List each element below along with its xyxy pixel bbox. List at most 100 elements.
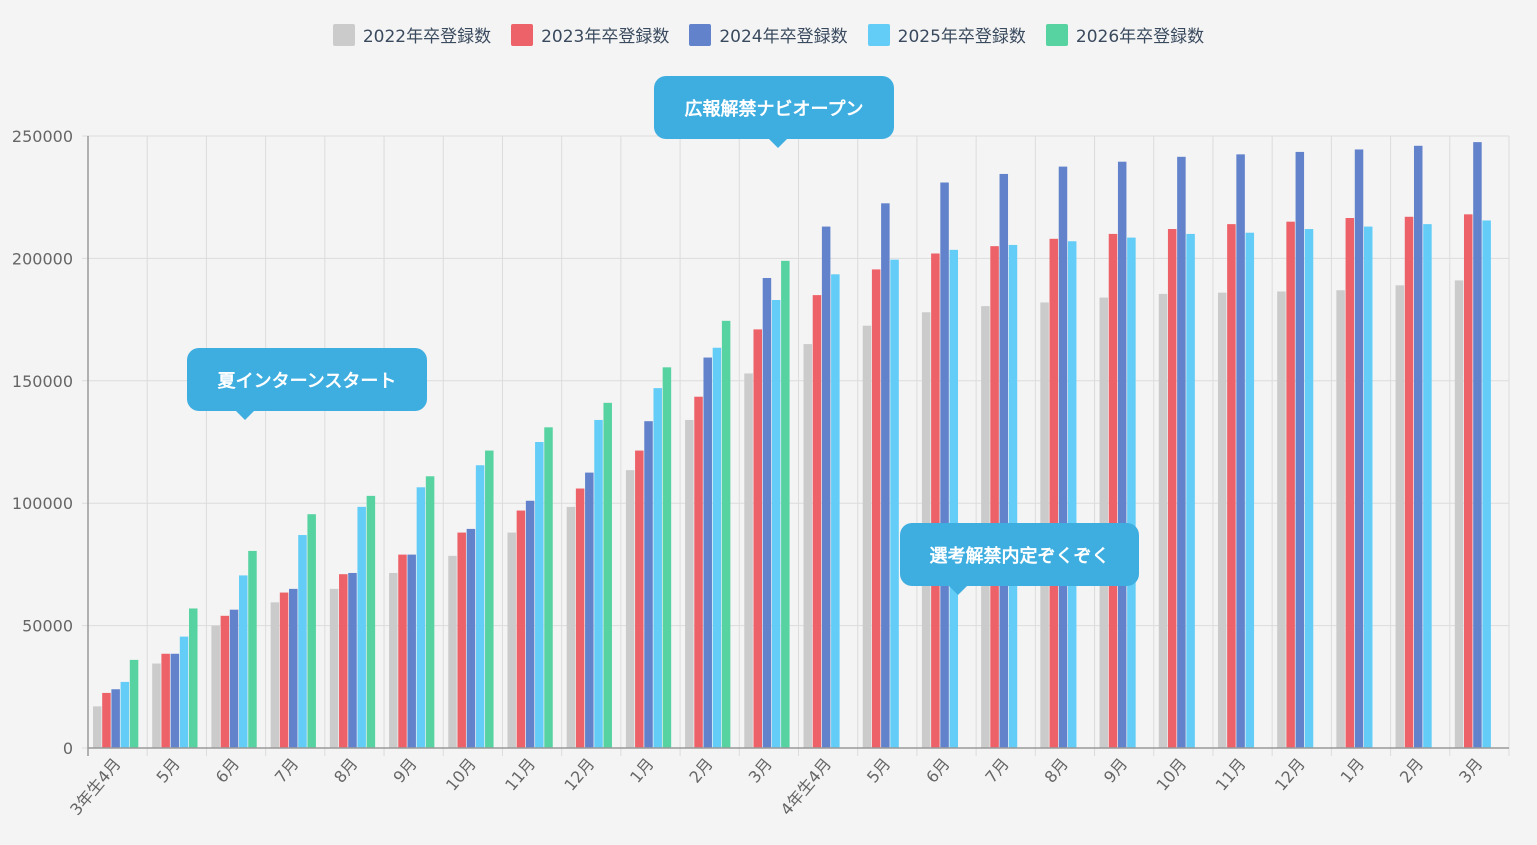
bar-2022-2[interactable] <box>211 625 220 748</box>
bar-2025-10[interactable] <box>712 347 722 748</box>
legend-item-2022[interactable]: 2022年卒登録数 <box>332 22 491 47</box>
bar-2022-4[interactable] <box>329 588 339 748</box>
bar-2024-8[interactable] <box>585 472 594 748</box>
bar-2025-13[interactable] <box>890 259 899 748</box>
bar-2025-15[interactable] <box>1008 244 1018 748</box>
bar-2023-7[interactable] <box>516 510 526 748</box>
bar-2024-10[interactable] <box>703 357 712 748</box>
bar-2022-22[interactable] <box>1395 285 1405 748</box>
legend-item-2026[interactable]: 2026年卒登録数 <box>1045 22 1204 47</box>
bar-2023-9[interactable] <box>635 450 644 748</box>
bar-2024-3[interactable] <box>289 588 298 748</box>
bar-2023-4[interactable] <box>339 574 348 748</box>
bar-2024-16[interactable] <box>1058 166 1068 749</box>
bar-2026-5[interactable] <box>425 476 435 748</box>
bar-2022-8[interactable] <box>566 506 576 748</box>
bar-2022-21[interactable] <box>1336 290 1345 748</box>
bar-2025-6[interactable] <box>475 465 485 748</box>
bar-2022-3[interactable] <box>270 602 280 748</box>
bar-2024-9[interactable] <box>644 421 653 748</box>
bar-2025-22[interactable] <box>1423 224 1432 749</box>
bar-2024-15[interactable] <box>999 173 1009 749</box>
bar-2025-14[interactable] <box>949 249 959 748</box>
bar-2026-11[interactable] <box>781 260 790 748</box>
bar-2024-18[interactable] <box>1177 156 1186 749</box>
bar-2023-8[interactable] <box>575 488 585 748</box>
bar-2024-6[interactable] <box>466 528 476 748</box>
bar-2022-0[interactable] <box>93 706 102 748</box>
bar-2023-3[interactable] <box>279 592 289 748</box>
bar-2025-0[interactable] <box>120 681 130 748</box>
bar-2025-11[interactable] <box>771 300 781 748</box>
bar-2022-10[interactable] <box>685 419 694 748</box>
bar-2023-20[interactable] <box>1286 221 1295 748</box>
bar-2023-16[interactable] <box>1049 238 1059 749</box>
legend-item-2025[interactable]: 2025年卒登録数 <box>867 22 1026 47</box>
legend-item-2024[interactable]: 2024年卒登録数 <box>689 22 848 47</box>
bar-2023-2[interactable] <box>220 615 230 748</box>
bar-2025-12[interactable] <box>831 274 840 748</box>
bar-2025-4[interactable] <box>357 506 366 748</box>
bar-2022-12[interactable] <box>803 344 813 748</box>
bar-2022-9[interactable] <box>625 470 635 748</box>
bar-2025-16[interactable] <box>1067 241 1077 748</box>
bar-2022-6[interactable] <box>448 555 457 748</box>
bar-2026-8[interactable] <box>603 402 612 748</box>
bar-2023-17[interactable] <box>1108 233 1118 749</box>
bar-2023-21[interactable] <box>1345 218 1355 748</box>
bar-2025-23[interactable] <box>1482 220 1491 748</box>
bar-2023-11[interactable] <box>753 329 762 748</box>
legend-item-2023[interactable]: 2023年卒登録数 <box>511 22 669 47</box>
bar-2023-1[interactable] <box>161 653 170 748</box>
bar-2024-17[interactable] <box>1117 161 1127 749</box>
bar-2023-10[interactable] <box>694 396 703 748</box>
bar-2023-12[interactable] <box>812 295 822 748</box>
bar-2025-7[interactable] <box>535 442 544 748</box>
bar-2025-2[interactable] <box>239 575 248 748</box>
bar-2025-19[interactable] <box>1245 232 1255 749</box>
bar-2023-15[interactable] <box>990 246 999 748</box>
bar-2026-10[interactable] <box>721 320 731 748</box>
bar-2022-20[interactable] <box>1277 291 1286 748</box>
bar-2022-18[interactable] <box>1158 293 1168 748</box>
bar-2026-0[interactable] <box>129 659 139 748</box>
bar-2025-3[interactable] <box>298 535 307 748</box>
bar-2023-19[interactable] <box>1227 224 1236 749</box>
bar-2022-17[interactable] <box>1099 297 1109 748</box>
bar-2024-1[interactable] <box>170 653 180 748</box>
bar-2023-22[interactable] <box>1404 216 1414 748</box>
bar-2024-4[interactable] <box>348 572 357 748</box>
bar-2024-0[interactable] <box>111 689 120 748</box>
bar-2024-11[interactable] <box>762 277 772 748</box>
bar-2023-13[interactable] <box>871 269 881 748</box>
bar-2025-5[interactable] <box>416 487 426 748</box>
bar-2025-17[interactable] <box>1127 237 1136 749</box>
bar-2023-14[interactable] <box>931 253 940 748</box>
bar-2024-5[interactable] <box>407 554 416 748</box>
bar-2025-1[interactable] <box>179 636 189 748</box>
bar-2026-7[interactable] <box>544 427 553 748</box>
bar-2025-8[interactable] <box>594 419 603 748</box>
bar-2026-3[interactable] <box>307 514 316 748</box>
bar-2024-22[interactable] <box>1413 145 1423 749</box>
bar-2025-9[interactable] <box>653 388 662 748</box>
bar-2024-7[interactable] <box>525 500 535 748</box>
bar-2025-21[interactable] <box>1363 226 1373 749</box>
bar-2024-13[interactable] <box>881 203 890 748</box>
bar-2024-19[interactable] <box>1236 154 1245 749</box>
bar-2024-2[interactable] <box>229 609 239 748</box>
bar-2024-21[interactable] <box>1354 149 1364 749</box>
bar-2023-5[interactable] <box>398 554 407 748</box>
bar-2026-1[interactable] <box>189 608 198 748</box>
bar-2023-23[interactable] <box>1463 214 1473 748</box>
bar-2026-6[interactable] <box>485 450 494 748</box>
bar-2022-7[interactable] <box>507 532 516 748</box>
bar-2024-14[interactable] <box>940 182 949 749</box>
bar-2022-11[interactable] <box>744 373 753 748</box>
bar-2025-20[interactable] <box>1304 229 1314 749</box>
bar-2024-20[interactable] <box>1295 151 1305 749</box>
bar-2022-13[interactable] <box>862 325 872 748</box>
bar-2025-18[interactable] <box>1186 233 1195 749</box>
bar-2022-1[interactable] <box>152 663 161 748</box>
bar-2024-12[interactable] <box>821 226 831 749</box>
